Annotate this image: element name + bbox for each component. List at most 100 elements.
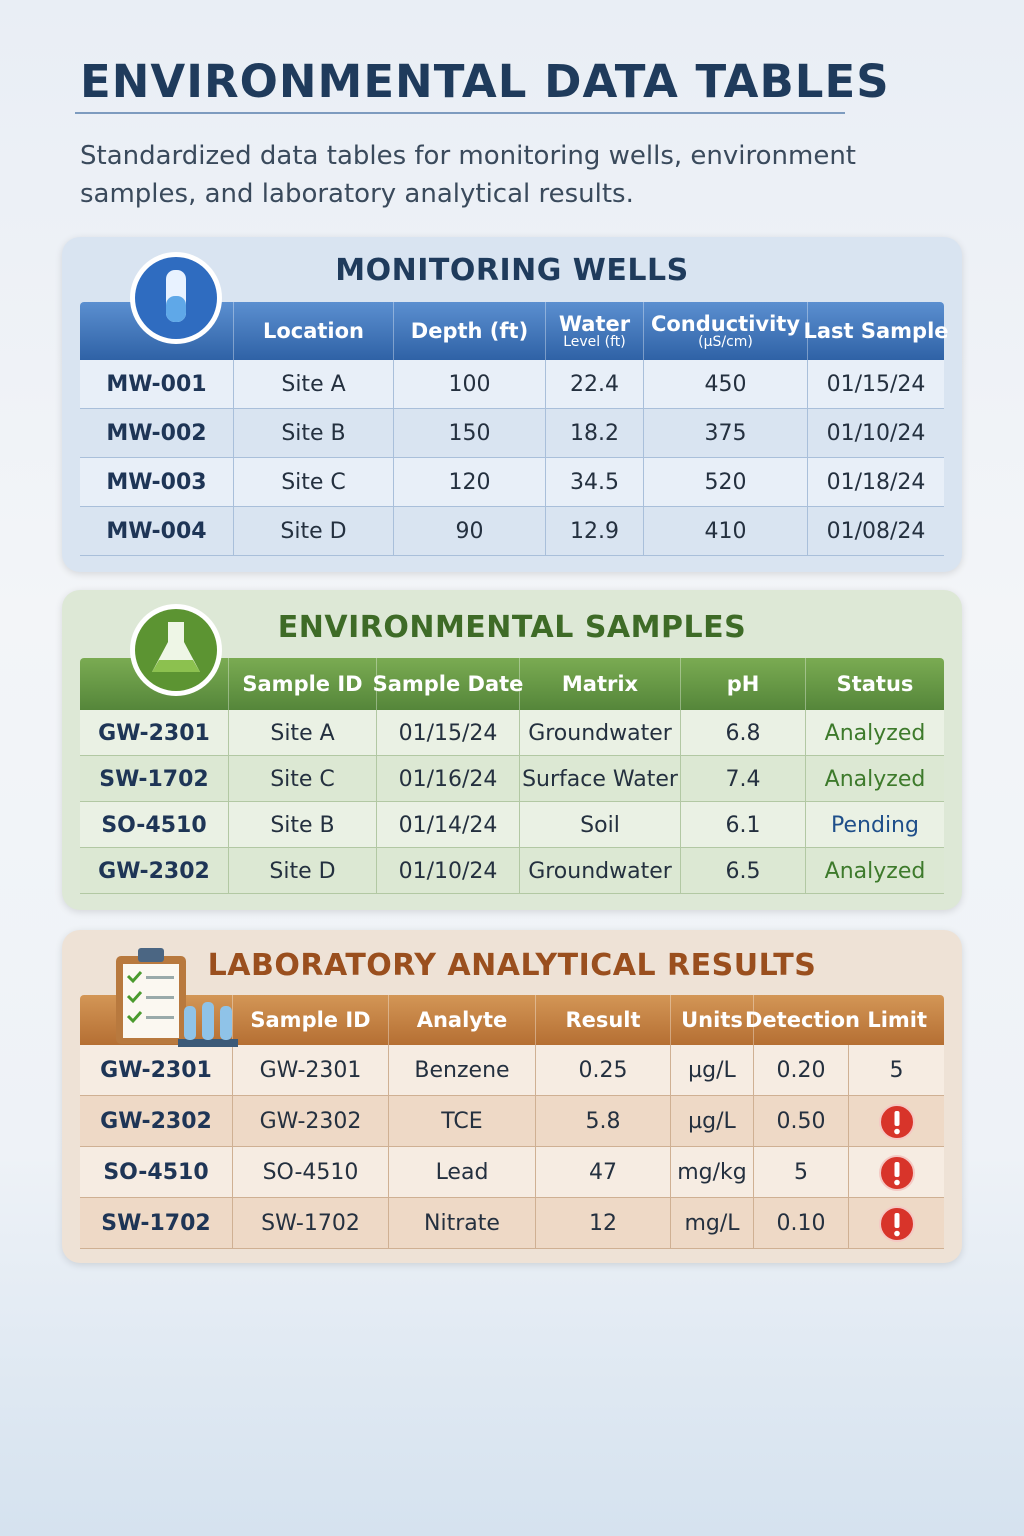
table-cell: Site C [228, 756, 376, 802]
table-cell: 22.4 [545, 360, 643, 409]
table-cell: Site B [228, 802, 376, 848]
table-cell: 12.9 [545, 507, 643, 556]
table-cell: 5.8 [535, 1096, 670, 1147]
header-text: Last Sample [803, 318, 949, 343]
table-cell: 6.1 [680, 802, 805, 848]
column-header: Location [233, 302, 393, 360]
table-cell: 450 [643, 360, 807, 409]
table-cell: Benzene [388, 1045, 535, 1096]
header-text: Result [565, 1007, 641, 1032]
column-header: Matrix [519, 658, 680, 710]
column-header: Status [805, 658, 944, 710]
table-cell: Lead [388, 1147, 535, 1198]
table-cell: 0.20 [753, 1045, 848, 1096]
row-id: MW-003 [106, 470, 207, 495]
column-header: Depth (ft) [393, 302, 545, 360]
table-row [80, 1198, 944, 1249]
section-title: LABORATORY ANALYTICAL RESULTS [207, 948, 817, 983]
header-text: Matrix [561, 671, 639, 696]
table-cell: 18.2 [545, 409, 643, 458]
table-cell: 0.25 [535, 1045, 670, 1096]
table-cell: Site B [233, 409, 393, 458]
row-id: GW-2301 [100, 1058, 212, 1083]
row-id: GW-2301 [98, 720, 210, 746]
table-cell: Site D [233, 507, 393, 556]
column-header: pH [680, 658, 805, 710]
table-header-bar [80, 658, 944, 710]
row-id: SO-4510 [103, 1160, 209, 1185]
table-cell: 01/15/24 [376, 710, 519, 756]
table-cell: mg/L [670, 1198, 753, 1249]
samples-icon [130, 604, 222, 696]
table-cell: 47 [535, 1147, 670, 1198]
table-cell: 01/10/24 [376, 848, 519, 894]
table-cell: Site C [233, 458, 393, 507]
table-cell: GW-2301 [232, 1045, 388, 1096]
table-cell: 150 [393, 409, 545, 458]
header-subtext: (µS/cm) [698, 333, 753, 350]
table-row [80, 360, 944, 409]
table-cell [848, 1198, 944, 1249]
header-text: Location [262, 318, 365, 343]
table-cell: 0.10 [753, 1198, 848, 1249]
row-id: SW-1702 [101, 1211, 211, 1236]
table-cell: Groundwater [519, 848, 680, 894]
header-text: Status [836, 671, 914, 696]
header-text: pH [726, 671, 760, 696]
table-row [80, 409, 944, 458]
column-header: Last Sample [803, 302, 949, 360]
table-cell [848, 1147, 944, 1198]
table-cell: Analyzed [805, 710, 944, 756]
header-text: Sample Date [372, 671, 524, 696]
table-row [80, 756, 944, 802]
column-header: Sample ID [232, 995, 388, 1045]
table-row [80, 1045, 944, 1096]
table-cell: Soil [519, 802, 680, 848]
table-header-bar [80, 302, 944, 360]
table-row [80, 848, 944, 894]
table-cell: 01/08/24 [807, 507, 944, 556]
table-cell: 12 [535, 1198, 670, 1249]
table-cell: 01/10/24 [807, 409, 944, 458]
table-cell: SW-1702 [232, 1198, 388, 1249]
table-cell: 0.50 [753, 1096, 848, 1147]
header-text: Sample ID [242, 671, 363, 696]
table-cell: SO-4510 [232, 1147, 388, 1198]
row-id: SW-1702 [99, 766, 209, 792]
column-header: Detection Limit [745, 995, 927, 1045]
wells-icon [130, 252, 222, 344]
column-header: Sample ID [228, 658, 376, 710]
table-cell: 34.5 [545, 458, 643, 507]
column-header: Result [535, 995, 670, 1045]
table-cell: 375 [643, 409, 807, 458]
table-cell: Site D [228, 848, 376, 894]
header-text: Analyte [416, 1007, 508, 1032]
table-cell: 7.4 [680, 756, 805, 802]
alert-icon [878, 1103, 915, 1140]
column-header: Sample Date [373, 658, 523, 710]
section-title: ENVIRONMENTAL SAMPLES [277, 610, 747, 645]
table-cell: 01/14/24 [376, 802, 519, 848]
column-header: Analyte [388, 995, 535, 1045]
table-cell: µg/L [670, 1096, 753, 1147]
table-cell: Pending [805, 802, 944, 848]
table-cell: Analyzed [805, 848, 944, 894]
table-cell [848, 1096, 944, 1147]
table-cell: Analyzed [805, 756, 944, 802]
header-text: Sample ID [250, 1007, 371, 1032]
table-cell: 5 [753, 1147, 848, 1198]
table-cell: 01/18/24 [807, 458, 944, 507]
table-cell: 100 [393, 360, 545, 409]
table-cell: TCE [388, 1096, 535, 1147]
table-cell: Surface Water [519, 756, 680, 802]
row-id: MW-002 [106, 421, 207, 446]
page-title: ENVIRONMENTAL DATA TABLES [80, 55, 890, 108]
column-header: Units [670, 995, 753, 1045]
table-cell: 01/16/24 [376, 756, 519, 802]
table-cell: 90 [393, 507, 545, 556]
table-cell: 410 [643, 507, 807, 556]
table-cell: 6.8 [680, 710, 805, 756]
table-cell: Nitrate [388, 1198, 535, 1249]
table-cell: Site A [228, 710, 376, 756]
